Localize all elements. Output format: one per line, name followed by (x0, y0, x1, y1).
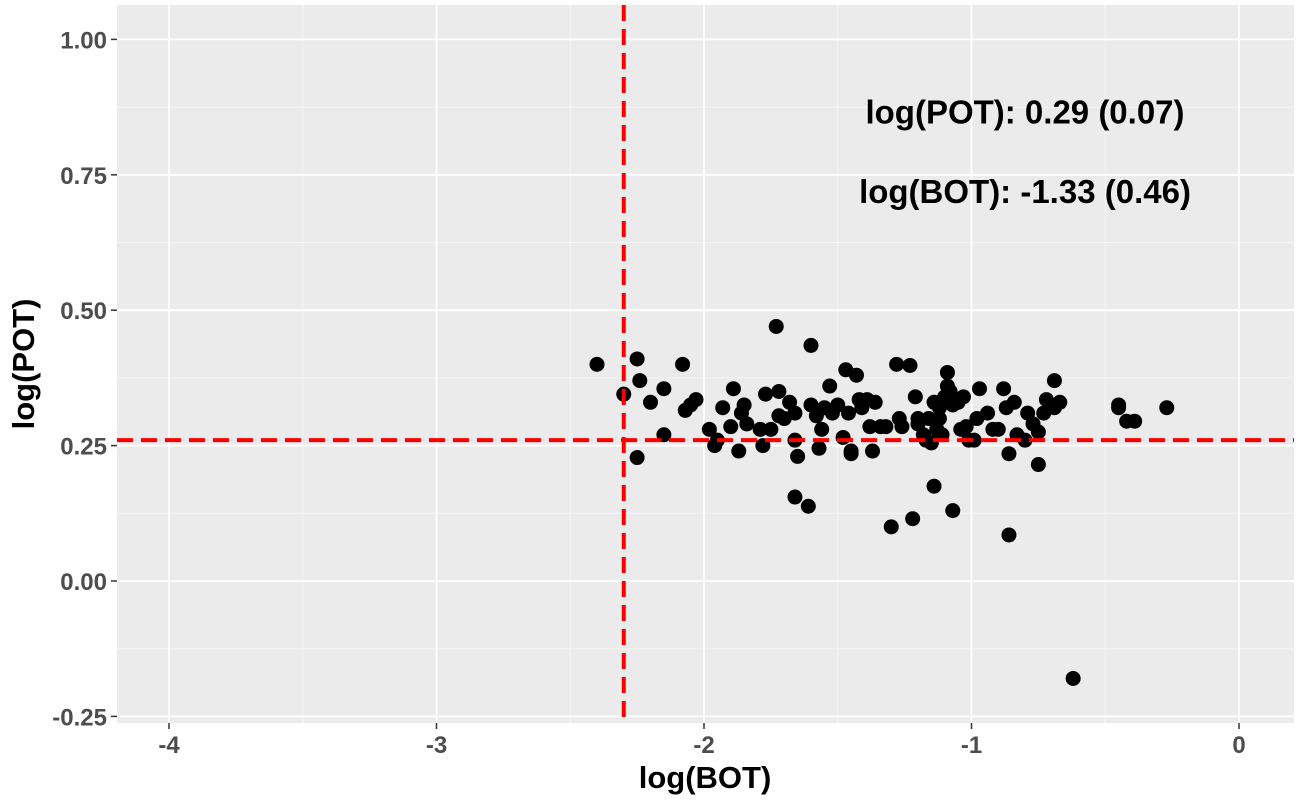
data-point (990, 421, 1006, 437)
data-point (945, 503, 961, 519)
data-point (1111, 400, 1127, 416)
data-point (905, 511, 921, 527)
data-point (768, 318, 784, 334)
reference-lines (117, 5, 1294, 723)
data-points (589, 318, 1175, 686)
data-point (629, 450, 645, 466)
data-point (966, 432, 982, 448)
y-tick-label: 1.00 (60, 27, 107, 54)
data-point (811, 440, 827, 456)
data-point (787, 405, 803, 421)
data-point (848, 367, 864, 383)
y-tick-label: 0.00 (60, 569, 107, 596)
annotation-text: log(BOT): -1.33 (0.46) (859, 173, 1191, 210)
data-point (688, 392, 704, 408)
annotations: log(POT): 0.29 (0.07) log(BOT): -1.33 (0.… (859, 93, 1191, 210)
data-point (752, 421, 768, 437)
data-point (1001, 446, 1017, 462)
data-point (715, 400, 731, 416)
data-point (1030, 457, 1046, 473)
data-point (996, 381, 1012, 397)
x-tick-label: -2 (693, 732, 714, 759)
data-point (878, 419, 894, 435)
data-point (921, 411, 937, 427)
data-point (955, 389, 971, 405)
data-point (758, 386, 774, 402)
plot-panel (117, 5, 1294, 723)
data-point (736, 397, 752, 413)
y-tick-label: 0.75 (60, 163, 107, 190)
data-point (958, 419, 974, 435)
data-point (675, 356, 691, 372)
y-tick-label: 0.25 (60, 434, 107, 461)
data-point (1127, 413, 1143, 429)
data-point (865, 443, 881, 459)
data-point (942, 383, 958, 399)
data-point (803, 337, 819, 353)
data-point (629, 351, 645, 367)
data-point (1046, 373, 1062, 389)
y-tick-label: 0.50 (60, 298, 107, 325)
data-point (822, 378, 838, 394)
data-point (931, 411, 947, 427)
data-point (632, 373, 648, 389)
data-point (723, 419, 739, 435)
data-point (1159, 400, 1175, 416)
data-point (972, 381, 988, 397)
data-point (939, 364, 955, 380)
data-point (1030, 424, 1046, 440)
data-point (787, 489, 803, 505)
data-point (1006, 394, 1022, 410)
data-point (790, 448, 806, 464)
data-point (1065, 670, 1081, 686)
x-axis-ticks: -4 -3 -2 -1 0 (158, 723, 1246, 759)
data-point (862, 419, 878, 435)
data-point (840, 405, 856, 421)
data-point (800, 498, 816, 514)
data-point (1017, 432, 1033, 448)
data-point (830, 397, 846, 413)
y-tick-label: -0.25 (52, 704, 107, 731)
data-point (1001, 527, 1017, 543)
data-point (814, 421, 830, 437)
data-point (763, 421, 779, 437)
data-point (889, 356, 905, 372)
x-tick-label: -3 (426, 732, 447, 759)
data-point (731, 443, 747, 459)
y-axis-ticks: -0.25 0.00 0.25 0.50 0.75 1.00 (52, 27, 117, 731)
data-point (883, 519, 899, 535)
data-point (701, 421, 717, 437)
data-point (902, 357, 918, 373)
data-point (656, 381, 672, 397)
data-point (910, 411, 926, 427)
major-gridlines (117, 5, 1294, 723)
y-axis-title: log(POT) (6, 299, 41, 430)
data-point (771, 383, 787, 399)
data-point (907, 389, 923, 405)
x-axis-title: log(BOT) (639, 760, 772, 795)
x-tick-label: -4 (158, 732, 180, 759)
data-point (980, 405, 996, 421)
data-point (643, 394, 658, 410)
data-point (1052, 394, 1068, 410)
data-point (589, 356, 605, 372)
data-point (739, 416, 755, 432)
x-tick-label: -1 (961, 732, 982, 759)
x-tick-label: 0 (1232, 732, 1245, 759)
data-point (867, 394, 883, 410)
minor-gridlines (117, 5, 1294, 723)
data-point (725, 381, 741, 397)
data-point (894, 419, 910, 435)
annotation-text: log(POT): 0.29 (0.07) (865, 93, 1184, 130)
data-point (926, 478, 942, 494)
data-point (835, 429, 851, 445)
data-point (843, 446, 859, 462)
